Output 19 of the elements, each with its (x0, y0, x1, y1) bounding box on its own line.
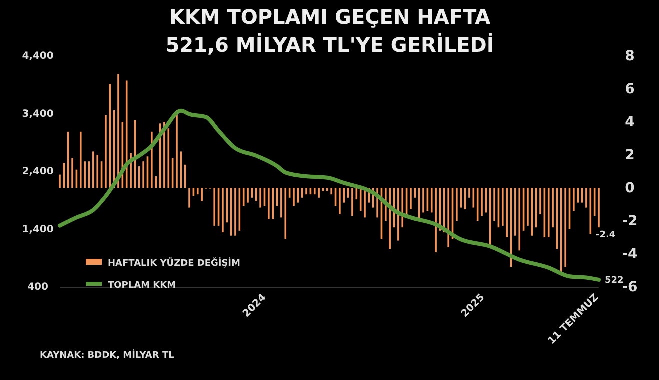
y2-tick-label: 8 (625, 48, 635, 64)
y2-tick-label: -4 (622, 246, 638, 262)
y2-tick-label: 2 (625, 147, 635, 164)
y-tick-label: 3,400 (22, 108, 54, 120)
y2-tick-label: -6 (622, 279, 638, 296)
data-label: -2.4 (596, 230, 616, 241)
y2-tick-label: 0 (625, 180, 636, 196)
y2-tick-label: 4 (625, 114, 636, 130)
y2-tick-label: -2 (622, 213, 638, 230)
data-label: 522 (605, 276, 624, 286)
legend-label: TOPLAM KKM (108, 281, 176, 291)
y-tick-label: 2,400 (22, 166, 54, 178)
y-tick-label: 400 (28, 282, 48, 294)
y-tick-label: 1,400 (22, 224, 54, 236)
text: KAYNAK: BDDK, MİLYAR TL (40, 349, 175, 361)
chart-title: KKM TOPLAMI GEÇEN HAFTA 521,6 MİLYAR TL'YE GERİLEDİ (166, 5, 494, 57)
y2-tick-label: 6 (625, 81, 635, 98)
legend-label: HAFTALIK YÜZDE DEĞİŞİM (108, 257, 241, 269)
y-tick-label: 4,400 (22, 51, 54, 62)
